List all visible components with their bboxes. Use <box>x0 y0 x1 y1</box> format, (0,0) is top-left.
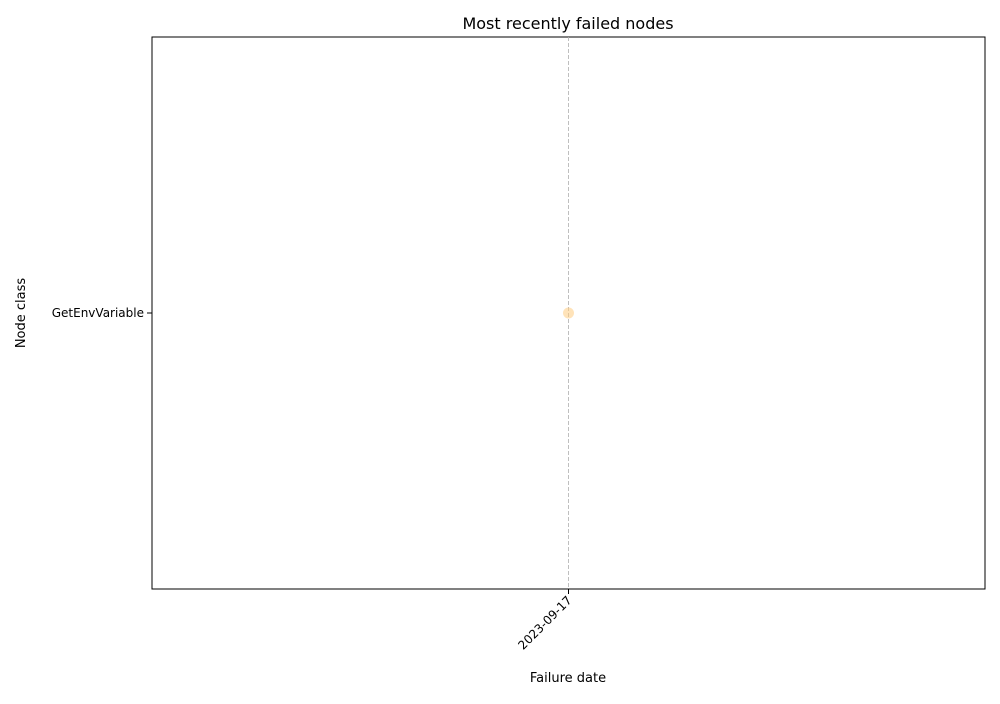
x-tick-label: 2023-09-17 <box>515 593 574 652</box>
data-point <box>563 307 574 319</box>
x-axis-ticks: 2023-09-17 <box>515 589 575 652</box>
x-axis-label: Failure date <box>530 671 606 686</box>
chart-title: Most recently failed nodes <box>462 14 673 33</box>
y-tick-label: GetEnvVariable <box>52 306 144 320</box>
data-points <box>563 307 574 319</box>
y-axis-label: Node class <box>14 278 29 349</box>
y-axis-ticks: GetEnvVariable <box>52 306 152 320</box>
